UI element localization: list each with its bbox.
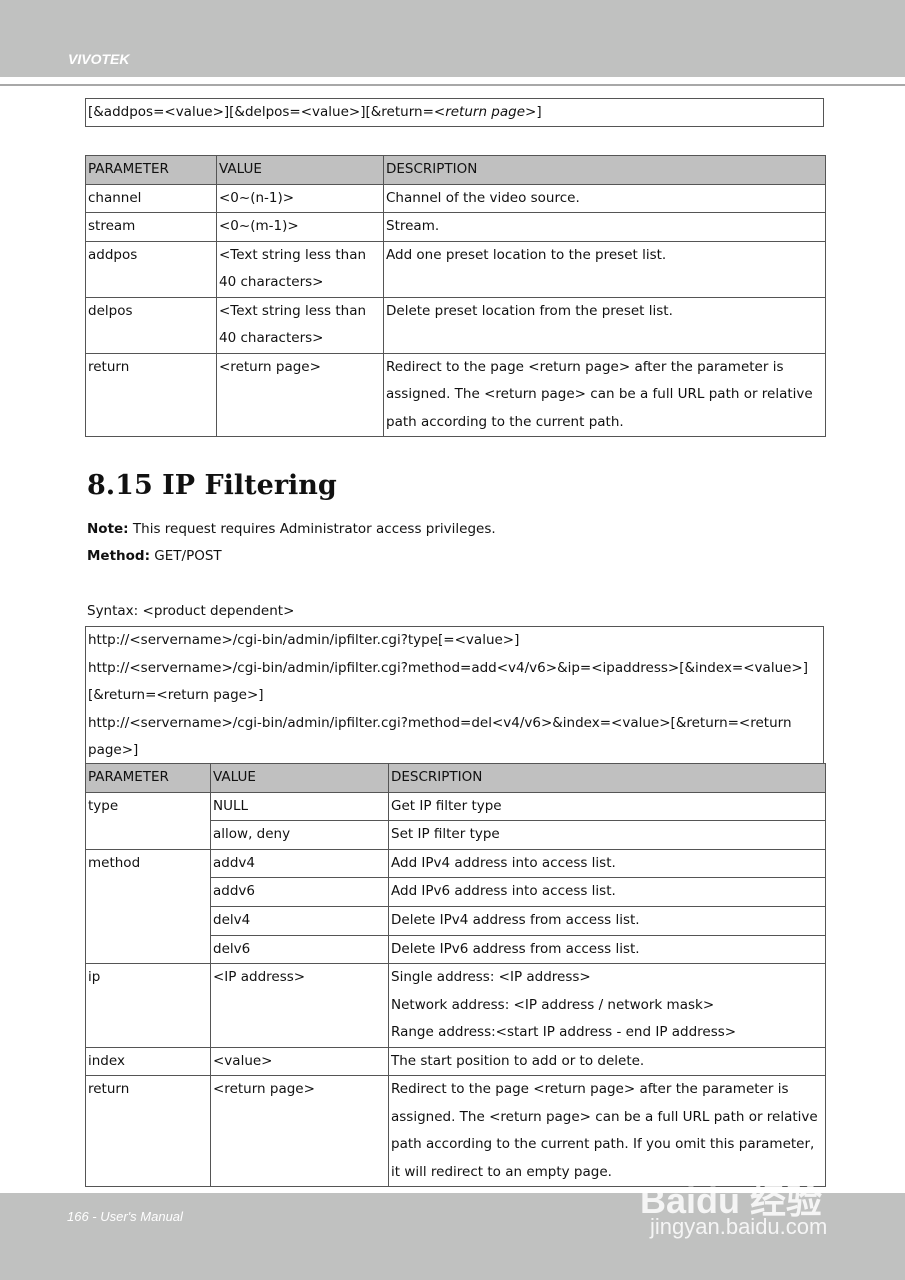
table-cell: Set IP filter type [388, 820, 826, 850]
table-cell: <return page> [216, 352, 384, 437]
syntax-line: http://<servername>/cgi-bin/admin/ipfilt… [88, 659, 809, 676]
table-cell: Get IP filter type [388, 791, 826, 821]
syntax-label: Syntax: <product dependent> [87, 603, 295, 619]
table-cell: <0~(n-1)> [216, 183, 384, 213]
table-cell: Channel of the video source. [383, 183, 826, 213]
table-cell: Delete IPv6 address from access list. [388, 934, 826, 964]
table-cell: delv4 [210, 905, 389, 936]
syntax-line: page>] [88, 742, 139, 758]
syntax-line: http://<servername>/cgi-bin/admin/ipfilt… [88, 714, 792, 731]
table-cell: Stream. [383, 212, 826, 242]
table-cell: Add IPv6 address into access list. [388, 877, 826, 907]
table-cell: allow, deny [210, 820, 389, 850]
col-header: PARAMETER [85, 763, 211, 793]
table-row: channel <0~(n-1)> Channel of the video sou… [85, 183, 826, 213]
col-header: DESCRIPTION [383, 155, 826, 185]
page-footer-band [0, 1193, 905, 1280]
table-cell: Delete preset location from the preset l… [383, 296, 826, 354]
table-cell: Redirect to the page <return page> after… [388, 1075, 826, 1187]
table-cell: addv6 [210, 877, 389, 907]
table-cell: NULL [210, 791, 389, 821]
table-row: allow, deny Set IP filter type [86, 820, 826, 850]
table-cell: <IP address> [210, 963, 389, 1048]
table-row: return <return page> Redirect to the page … [85, 1075, 826, 1187]
table-cell: Add IPv4 address into access list. [388, 848, 826, 878]
table-row: delv4 Delete IPv4 address from access lis… [86, 905, 826, 936]
table-cell: index [85, 1046, 211, 1076]
table-cell: return [85, 1075, 211, 1187]
table-cell: method [85, 848, 211, 964]
table-row: addpos <Text string less than 40 characte… [85, 240, 826, 298]
table-row: stream <0~(m-1)> Stream. [85, 212, 826, 242]
table-cell: addpos [85, 240, 217, 298]
table-cell: <Text string less than 40 characters> [216, 240, 384, 298]
table-row: method addv4 Add IPv4 address into access … [85, 848, 826, 964]
table-cell: delpos [85, 296, 217, 354]
col-header: PARAMETER [85, 155, 217, 185]
table-row: ip <IP address> Single address: <IP addres… [85, 963, 826, 1048]
syntax-box: http://<servername>/cgi-bin/admin/ipfilt… [85, 626, 824, 764]
table-cell: Redirect to the page <return page> after… [383, 352, 826, 437]
col-header: DESCRIPTION [388, 763, 826, 793]
table-cell: type [85, 791, 211, 850]
baidu-watermark-logo: Baidu 经验 [640, 1180, 823, 1221]
col-header: VALUE [216, 155, 384, 185]
table-cell: addv4 [210, 848, 389, 878]
table-row: type NULL Get IP filter type [85, 791, 826, 850]
baidu-watermark-url: jingyan.baidu.com [650, 1214, 828, 1239]
table-cell: return [85, 352, 217, 437]
table-cell: Delete IPv4 address from access list. [388, 905, 826, 936]
table-cell: <return page> [210, 1075, 389, 1187]
table-cell: ip [85, 963, 211, 1048]
page-header-band [0, 0, 905, 77]
syntax-continuation: [&addpos=<value>][&delpos=<value>][&retu… [85, 98, 824, 127]
brand-logo: VIVOTEK [68, 51, 130, 67]
section-title: 8.15 IP Filtering [87, 470, 337, 501]
col-header: VALUE [210, 763, 389, 793]
table-cell: Single address: <IP address> Network add… [388, 963, 826, 1048]
table-row: addv6 Add IPv6 address into access list. [86, 877, 826, 907]
table-cell: stream [85, 212, 217, 242]
table-row: index <value> The start position to add or… [85, 1046, 826, 1076]
page-number: 166 - User's Manual [67, 1209, 183, 1224]
table-cell: The start position to add or to delete. [388, 1046, 826, 1076]
method: Method: GET/POST [87, 548, 222, 564]
ipfilter-parameter-table: PARAMETER VALUE DESCRIPTION type NULL Get IP… [85, 763, 826, 1187]
table-cell: Add one preset location to the preset li… [383, 240, 826, 298]
table-cell: delv6 [210, 934, 389, 964]
note: Note: This request requires Administrato… [87, 521, 496, 537]
table-cell: <Text string less than 40 characters> [216, 296, 384, 354]
table-row: delv6 Delete IPv6 address from access lis… [86, 934, 826, 964]
syntax-line: http://<servername>/cgi-bin/admin/ipfilt… [88, 632, 520, 648]
table-cell: <value> [210, 1046, 389, 1076]
syntax-line: [&return=<return page>] [88, 687, 264, 703]
preset-parameter-table: PARAMETER VALUE DESCRIPTION channel <0~(n-1… [85, 155, 826, 437]
header-divider [0, 84, 905, 86]
table-row: delpos <Text string less than 40 characte… [85, 296, 826, 354]
table-cell: channel [85, 183, 217, 213]
table-cell: <0~(m-1)> [216, 212, 384, 242]
table-row: return <return page> Redirect to the page … [85, 352, 826, 437]
